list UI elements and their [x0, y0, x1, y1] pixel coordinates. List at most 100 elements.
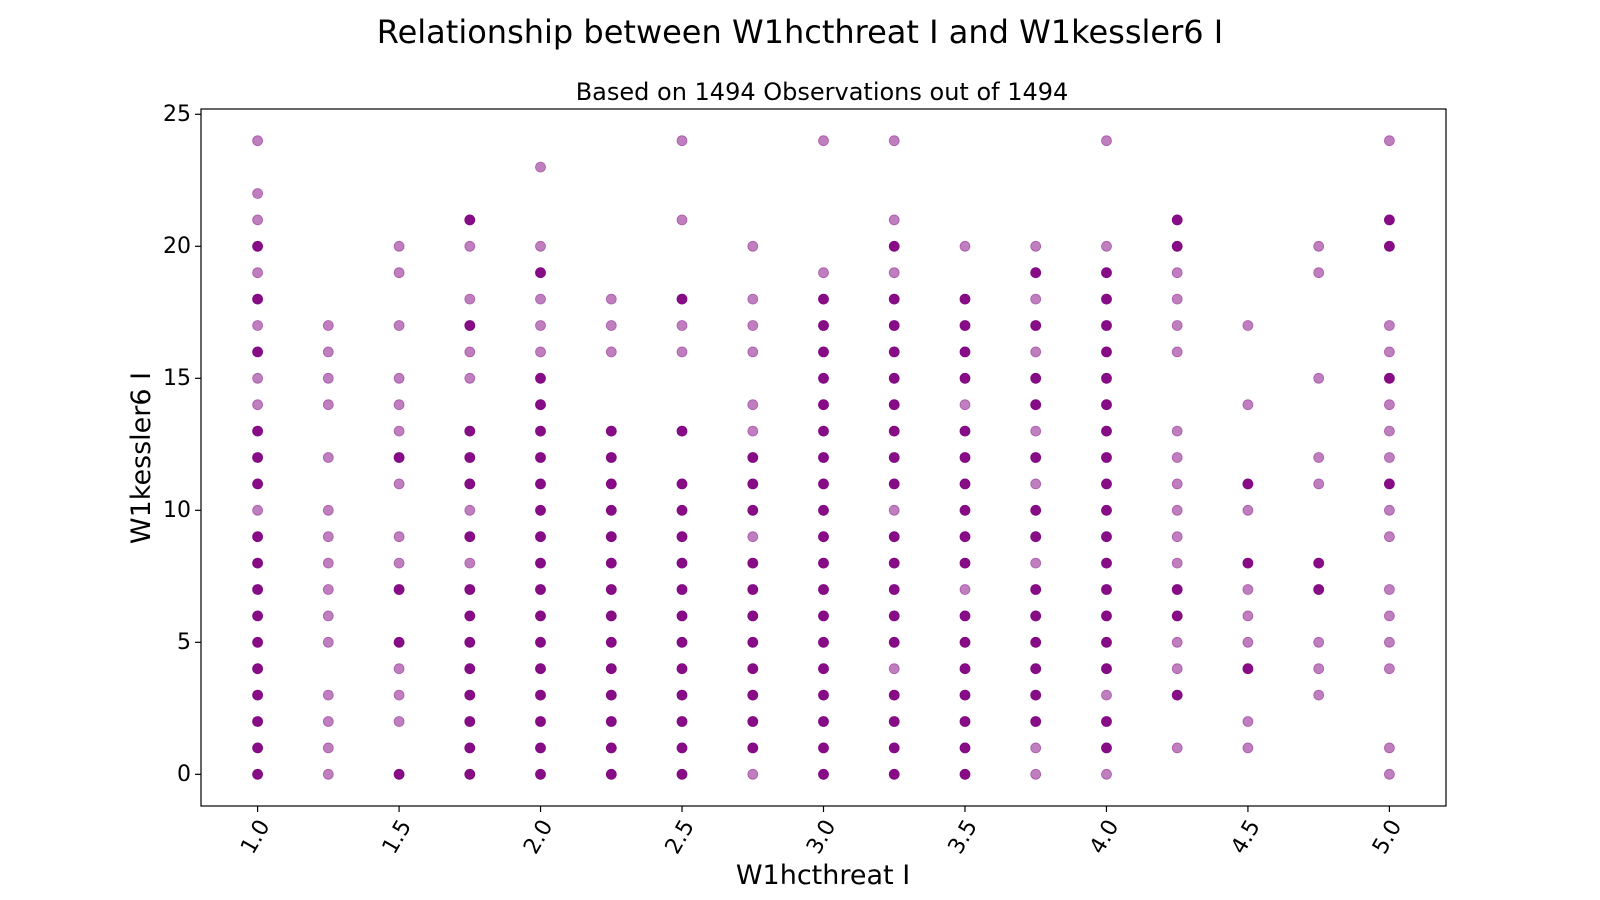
data-point — [322, 557, 334, 569]
data-point — [1384, 399, 1395, 411]
data-point — [1171, 636, 1183, 648]
data-point — [676, 504, 688, 516]
data-point — [818, 531, 829, 543]
data-point — [1242, 610, 1254, 622]
data-point — [747, 320, 759, 331]
data-point — [1171, 663, 1183, 675]
data-point — [959, 584, 971, 595]
data-point — [464, 372, 476, 384]
data-point — [959, 346, 971, 358]
data-point — [818, 399, 829, 411]
data-point — [322, 531, 334, 543]
data-point — [1242, 742, 1254, 754]
data-point — [1384, 584, 1395, 595]
data-point — [1384, 504, 1395, 516]
data-point — [535, 452, 546, 463]
data-point — [464, 689, 476, 701]
data-point — [535, 768, 546, 780]
y-axis-ticks: 0 5 10 15 20 25 — [163, 102, 201, 787]
data-point — [1384, 742, 1395, 754]
data-point — [252, 135, 264, 147]
data-point — [1313, 240, 1325, 252]
data-point — [464, 742, 476, 754]
data-point — [464, 293, 476, 305]
data-point — [1101, 584, 1112, 595]
x-tick-label: 2.0 — [519, 816, 558, 859]
data-point — [818, 584, 829, 595]
data-point — [1171, 425, 1183, 437]
data-point — [464, 636, 476, 648]
data-point — [1101, 425, 1112, 437]
data-point — [888, 531, 900, 543]
data-point — [1030, 610, 1042, 622]
data-point — [676, 610, 688, 622]
data-point — [1313, 584, 1325, 595]
data-point — [959, 768, 971, 780]
data-point — [676, 584, 688, 595]
y-axis-label: W1kessler6 I — [126, 372, 157, 544]
data-point — [888, 610, 900, 622]
data-point — [818, 135, 829, 147]
data-point — [1242, 478, 1254, 490]
data-point — [1101, 320, 1112, 331]
x-tick-label: 2.5 — [661, 816, 700, 859]
data-point — [1101, 504, 1112, 516]
data-point — [676, 346, 688, 358]
data-point — [252, 742, 264, 754]
data-point — [676, 531, 688, 543]
data-point — [959, 663, 971, 675]
data-point — [747, 768, 759, 780]
data-point — [1101, 689, 1112, 701]
data-point — [1313, 557, 1325, 569]
data-point — [818, 425, 829, 437]
data-point — [818, 372, 829, 384]
data-point — [1171, 584, 1183, 595]
data-point — [322, 636, 334, 648]
data-point — [1242, 557, 1254, 569]
data-point — [322, 372, 334, 384]
data-point — [535, 346, 546, 358]
data-point — [1030, 478, 1042, 490]
data-point — [959, 636, 971, 648]
data-point — [676, 689, 688, 701]
data-point — [1101, 768, 1112, 780]
data-point — [1101, 557, 1112, 569]
x-tick-label: 4.5 — [1227, 816, 1266, 859]
data-point — [464, 531, 476, 543]
data-point — [1171, 531, 1183, 543]
data-point — [1030, 293, 1042, 305]
data-point — [747, 663, 759, 675]
data-point — [605, 584, 617, 595]
data-point — [393, 557, 405, 569]
data-point — [888, 293, 900, 305]
data-point — [1384, 478, 1395, 490]
data-point — [393, 768, 405, 780]
data-point — [1101, 372, 1112, 384]
data-point — [535, 425, 546, 437]
data-point — [747, 531, 759, 543]
data-point — [464, 584, 476, 595]
data-point — [1313, 478, 1325, 490]
data-point — [1030, 531, 1042, 543]
data-point — [1101, 716, 1112, 727]
data-point — [959, 240, 971, 252]
data-point — [605, 716, 617, 727]
data-point — [393, 584, 405, 595]
data-point — [605, 663, 617, 675]
data-point — [535, 689, 546, 701]
data-point — [1030, 504, 1042, 516]
data-point — [1101, 742, 1112, 754]
data-point — [1030, 557, 1042, 569]
data-point — [1030, 742, 1042, 754]
y-tick-label: 10 — [163, 498, 191, 523]
data-point — [1313, 689, 1325, 701]
data-point — [1101, 267, 1112, 279]
data-point — [252, 240, 264, 252]
data-point — [1384, 452, 1395, 463]
data-point — [888, 716, 900, 727]
x-axis-label: W1hcthreat I — [736, 860, 910, 891]
data-point — [1313, 267, 1325, 279]
data-point — [676, 716, 688, 727]
data-point — [747, 504, 759, 516]
